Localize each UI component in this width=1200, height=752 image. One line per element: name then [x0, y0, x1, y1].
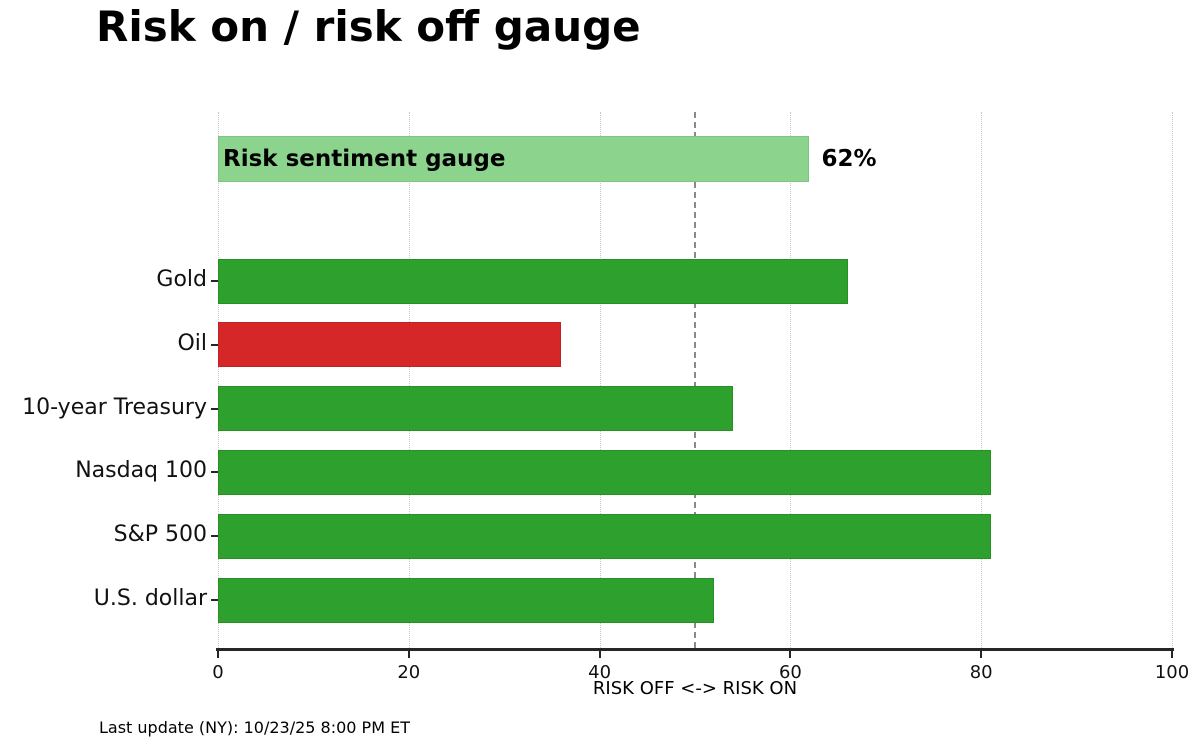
- bar-nasdaq-100: [218, 449, 991, 495]
- x-tick-mark-100: [1171, 651, 1173, 658]
- y-label-nasdaq-100: Nasdaq 100: [75, 458, 207, 484]
- x-axis-label: RISK OFF <-> RISK ON: [592, 678, 798, 699]
- gridline-60: [790, 112, 792, 648]
- y-label-oil: Oil: [177, 330, 207, 356]
- y-label-u-s-dollar: U.S. dollar: [93, 586, 207, 611]
- plot-area: Risk sentiment gauge 62% 0 20 40 60 80 100: [212, 112, 1189, 683]
- gridline-20: [408, 112, 410, 648]
- bar-gold: [218, 258, 848, 304]
- x-tick-mark-0: [217, 651, 219, 658]
- gauge-bar: Risk sentiment gauge: [218, 136, 810, 182]
- y-tick-mark: [211, 471, 218, 474]
- gauge-bar-label: Risk sentiment gauge: [223, 146, 506, 172]
- x-tick-label-60: 60: [778, 662, 802, 683]
- x-tick-label-0: 0: [212, 662, 224, 683]
- chart-title: Risk on / risk off gauge: [96, 2, 641, 51]
- bar-oil: [218, 322, 562, 368]
- y-tick-mark: [211, 599, 218, 601]
- bar-s-p-500: [218, 513, 991, 559]
- x-axis-spine: [216, 648, 1174, 651]
- y-label-10-year-treasury: 10-year Treasury: [22, 394, 207, 420]
- gridline-0: [218, 112, 219, 648]
- y-tick-mark: [211, 535, 218, 538]
- x-tick-mark-60: [789, 651, 792, 658]
- bar-10-year-treasury: [218, 386, 734, 432]
- bar-u-s-dollar: [218, 577, 715, 623]
- x-tick-label-80: 80: [969, 662, 993, 683]
- gauge-value-label: 62%: [821, 146, 877, 172]
- x-tick-label-20: 20: [397, 662, 421, 683]
- x-tick-label-100: 100: [1154, 662, 1190, 683]
- y-tick-mark: [211, 343, 218, 346]
- y-label-s-p-500: S&P 500: [113, 522, 207, 548]
- gridline-100: [1172, 112, 1173, 648]
- last-update-note: Last update (NY): 10/23/25 8:00 PM ET: [99, 718, 410, 737]
- gridline-80: [981, 112, 983, 648]
- y-tick-mark: [211, 407, 218, 410]
- x-tick-mark-20: [407, 651, 410, 658]
- x-tick-mark-40: [598, 651, 601, 658]
- reference-line-50: [694, 112, 696, 648]
- x-tick-mark-80: [980, 651, 983, 658]
- y-tick-mark: [211, 280, 218, 282]
- y-label-gold: Gold: [156, 267, 207, 292]
- x-tick-label-40: 40: [588, 662, 612, 683]
- gridline-40: [599, 112, 601, 648]
